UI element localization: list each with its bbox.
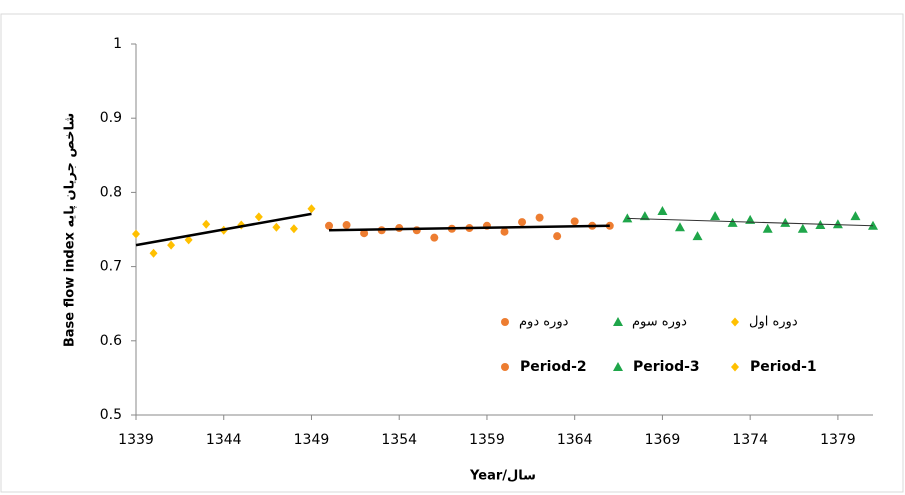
y-tick-label: 0.9 — [100, 110, 122, 126]
x-tick-label: 1374 — [732, 432, 768, 448]
x-tick-label: 1339 — [118, 432, 154, 448]
legend-label: Period-1 — [750, 359, 817, 375]
x-tick-label: 1379 — [820, 432, 856, 448]
legend-label: دوره دوم — [519, 315, 569, 330]
data-point — [289, 224, 298, 234]
data-point — [184, 235, 193, 245]
data-point — [360, 229, 369, 238]
data-point — [202, 219, 211, 229]
data-point — [622, 213, 633, 223]
trend-line — [329, 224, 610, 232]
y-axis-label: Base flow index شاخص جریان پایه — [63, 113, 78, 347]
data-point — [132, 229, 140, 239]
y-tick-label: 0.5 — [100, 407, 122, 423]
data-point — [553, 232, 562, 241]
y-tick-label: 0.7 — [100, 259, 122, 275]
legend-marker — [613, 362, 623, 371]
data-point — [727, 217, 738, 227]
legend-label: Period-2 — [520, 359, 587, 375]
legend-label: Period-3 — [633, 359, 700, 375]
data-point — [307, 204, 316, 214]
y-tick-label: 0.8 — [100, 184, 122, 200]
y-tick-label: 1 — [113, 36, 122, 52]
legend-marker — [731, 362, 739, 372]
x-tick-label: 1364 — [557, 432, 593, 448]
data-point — [692, 231, 703, 241]
legend-marker — [501, 363, 509, 371]
legend-marker — [501, 318, 509, 326]
data-point — [639, 211, 650, 221]
legend-marker — [613, 317, 623, 326]
data-point — [342, 221, 351, 230]
trend-line — [135, 212, 312, 247]
data-point — [674, 222, 685, 232]
legend-label: دوره اول — [749, 315, 798, 330]
data-point — [850, 211, 861, 221]
data-point — [797, 223, 808, 233]
x-tick-label: 1344 — [206, 432, 242, 448]
data-point — [430, 233, 439, 242]
data-point — [272, 222, 281, 232]
data-point — [710, 211, 721, 221]
y-tick-label: 0.6 — [100, 333, 122, 349]
data-point — [535, 213, 544, 222]
legend-box — [460, 300, 830, 388]
data-point — [518, 218, 527, 227]
data-point — [832, 219, 843, 229]
data-point — [254, 212, 263, 222]
x-axis-label: Year/سال — [469, 469, 536, 484]
data-point — [167, 240, 176, 250]
data-point — [412, 226, 421, 235]
x-tick-label: 1354 — [381, 432, 417, 448]
x-tick-label: 1369 — [645, 432, 681, 448]
data-point — [500, 227, 509, 236]
legend-marker — [731, 317, 739, 327]
data-point — [570, 217, 579, 226]
data-point — [149, 248, 158, 258]
trend-line — [627, 217, 874, 227]
data-point — [657, 205, 668, 215]
data-point — [762, 223, 773, 233]
data-point — [325, 221, 334, 230]
x-tick-label: 1359 — [469, 432, 505, 448]
x-tick-label: 1349 — [294, 432, 330, 448]
legend-label: دوره سوم — [632, 315, 687, 330]
data-point — [780, 217, 791, 227]
